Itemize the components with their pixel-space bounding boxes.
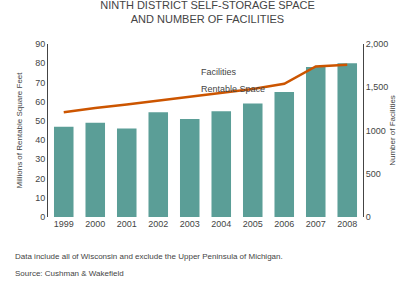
svg-text:2001: 2001 (117, 219, 137, 229)
svg-text:Rentable Space: Rentable Space (201, 84, 265, 94)
svg-text:90: 90 (35, 39, 45, 49)
svg-text:2,000: 2,000 (366, 39, 389, 49)
svg-text:40: 40 (35, 135, 45, 145)
svg-text:Source: Cushman & Wakefield: Source: Cushman & Wakefield (15, 269, 124, 278)
svg-text:50: 50 (35, 116, 45, 126)
svg-text:70: 70 (35, 78, 45, 88)
svg-text:2003: 2003 (180, 219, 200, 229)
svg-text:2000: 2000 (85, 219, 105, 229)
svg-text:500: 500 (366, 169, 381, 179)
svg-text:Number of Facilities: Number of Facilities (388, 95, 397, 166)
svg-text:1000: 1000 (366, 126, 386, 136)
svg-text:2005: 2005 (243, 219, 263, 229)
svg-text:0: 0 (366, 212, 371, 222)
svg-text:60: 60 (35, 97, 45, 107)
svg-text:1999: 1999 (54, 219, 74, 229)
svg-text:80: 80 (35, 58, 45, 68)
svg-text:NINTH DISTRICT SELF-STORAGE SP: NINTH DISTRICT SELF-STORAGE SPACEAND NUM… (100, 0, 315, 25)
svg-text:10: 10 (35, 193, 45, 203)
svg-text:2006: 2006 (274, 219, 294, 229)
svg-text:2004: 2004 (211, 219, 231, 229)
svg-text:Data include all of Wisconsin: Data include all of Wisconsin and exclud… (15, 252, 283, 261)
svg-text:0: 0 (40, 212, 45, 222)
svg-text:2008: 2008 (337, 219, 357, 229)
svg-text:1,500: 1,500 (366, 82, 389, 92)
svg-text:2002: 2002 (148, 219, 168, 229)
svg-text:2007: 2007 (306, 219, 326, 229)
svg-text:Millions of Rentable Square Fe: Millions of Rentable Square Feet (15, 72, 24, 189)
svg-text:30: 30 (35, 154, 45, 164)
svg-text:20: 20 (35, 174, 45, 184)
svg-text:Facilities: Facilities (201, 67, 237, 77)
